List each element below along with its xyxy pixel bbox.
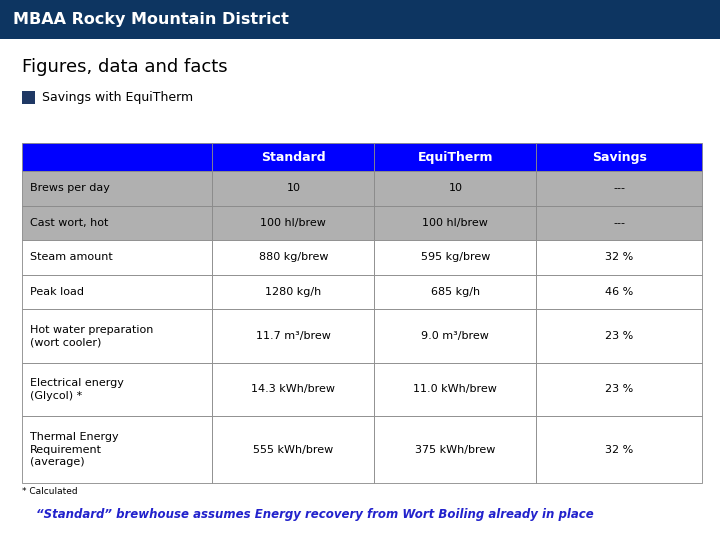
Text: 32 %: 32 % (605, 252, 634, 262)
Bar (374, 240, 536, 275)
Text: Thermal Energy
Requirement
(average): Thermal Energy Requirement (average) (30, 433, 119, 467)
Text: 11.7 m³/brew: 11.7 m³/brew (256, 331, 330, 341)
Bar (374, 416, 536, 483)
Text: ---: --- (613, 184, 625, 193)
Text: “Standard” brewhouse assumes Energy recovery from Wort Boiling already in place: “Standard” brewhouse assumes Energy reco… (36, 508, 594, 521)
Text: Figures, data and facts: Figures, data and facts (22, 58, 228, 77)
Text: Savings with EquiTherm: Savings with EquiTherm (42, 91, 193, 104)
Bar (212, 171, 374, 206)
Bar (212, 362, 374, 416)
Bar (22, 362, 212, 416)
Text: Savings: Savings (592, 151, 647, 164)
Text: 46 %: 46 % (605, 287, 634, 297)
Bar (212, 309, 374, 362)
Text: 100 hl/brew: 100 hl/brew (423, 218, 488, 228)
Bar (212, 416, 374, 483)
Text: Standard: Standard (261, 151, 325, 164)
Bar (22, 206, 212, 240)
Text: EquiTherm: EquiTherm (418, 151, 493, 164)
Text: 880 kg/brew: 880 kg/brew (258, 252, 328, 262)
Text: 32 %: 32 % (605, 444, 634, 455)
Bar (374, 309, 536, 362)
Text: 1280 kg/h: 1280 kg/h (265, 287, 322, 297)
Text: ---: --- (613, 218, 625, 228)
Bar (536, 416, 702, 483)
Bar (374, 143, 536, 171)
Text: Hot water preparation
(wort cooler): Hot water preparation (wort cooler) (30, 325, 153, 347)
Bar (22, 275, 212, 309)
Text: 23 %: 23 % (605, 384, 634, 394)
Bar (22, 91, 35, 104)
Text: 9.0 m³/brew: 9.0 m³/brew (421, 331, 490, 341)
Bar (536, 240, 702, 275)
Bar (22, 171, 212, 206)
Bar (22, 143, 212, 171)
Text: * Calculated: * Calculated (22, 487, 77, 496)
Text: MBAA Rocky Mountain District: MBAA Rocky Mountain District (13, 12, 289, 27)
Bar (22, 240, 212, 275)
Bar (536, 206, 702, 240)
Text: 14.3 kWh/brew: 14.3 kWh/brew (251, 384, 336, 394)
Bar (536, 275, 702, 309)
Text: Peak load: Peak load (30, 287, 84, 297)
Bar (374, 206, 536, 240)
Bar (0, 0, 720, 39)
Bar (22, 416, 212, 483)
Bar (536, 309, 702, 362)
Bar (536, 362, 702, 416)
Bar (212, 240, 374, 275)
Bar (212, 206, 374, 240)
Text: Steam amount: Steam amount (30, 252, 113, 262)
Text: 10: 10 (449, 184, 462, 193)
Text: 100 hl/brew: 100 hl/brew (261, 218, 326, 228)
Bar (374, 362, 536, 416)
Text: 10: 10 (287, 184, 300, 193)
Bar (212, 143, 374, 171)
Text: Cast wort, hot: Cast wort, hot (30, 218, 109, 228)
Text: 23 %: 23 % (605, 331, 634, 341)
Text: 555 kWh/brew: 555 kWh/brew (253, 444, 333, 455)
Bar (536, 143, 702, 171)
Text: Electrical energy
(Glycol) *: Electrical energy (Glycol) * (30, 378, 124, 401)
Text: 685 kg/h: 685 kg/h (431, 287, 480, 297)
Bar (536, 171, 702, 206)
Text: Brews per day: Brews per day (30, 184, 110, 193)
Text: 595 kg/brew: 595 kg/brew (420, 252, 490, 262)
Bar (374, 171, 536, 206)
Text: 11.0 kWh/brew: 11.0 kWh/brew (413, 384, 498, 394)
Bar (212, 275, 374, 309)
Bar (22, 309, 212, 362)
Text: 375 kWh/brew: 375 kWh/brew (415, 444, 495, 455)
Bar (374, 275, 536, 309)
